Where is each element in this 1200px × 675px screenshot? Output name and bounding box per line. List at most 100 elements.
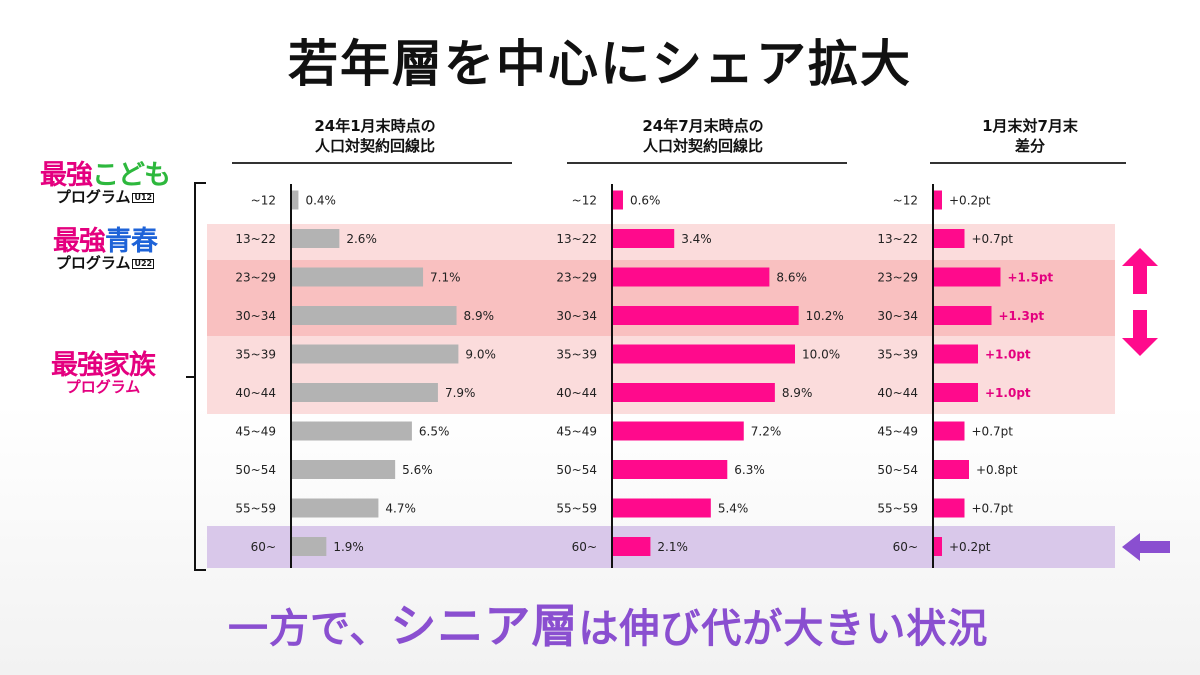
jan-value-label: 7.9% [445, 386, 476, 400]
jul-bar [612, 306, 799, 325]
jul-category-label: 23~29 [556, 271, 597, 285]
program-logo-kodomo: 最強こども プログラム U12 [30, 162, 180, 205]
footer-part2: は伸び代が大きい状況 [578, 606, 989, 652]
jul-value-label: 8.6% [776, 271, 807, 285]
diff-category-label: 45~49 [877, 425, 918, 439]
jan-bar [291, 190, 299, 210]
diff-bar [933, 537, 942, 556]
diff-category-label: ~12 [893, 194, 918, 208]
diff-value-label: +1.5pt [1008, 271, 1054, 285]
jan-bar [291, 537, 327, 556]
jul-value-label: 10.0% [802, 348, 840, 362]
footer-part1: 一方で、 [228, 606, 391, 652]
header-rule-jan [232, 162, 512, 164]
footer-emphasis: シニア層 [390, 599, 579, 653]
jul-category-label: 55~59 [556, 502, 597, 516]
up-arrow-icon [1122, 248, 1158, 294]
jul-bar [612, 383, 775, 402]
jan-category-label: 45~49 [235, 425, 276, 439]
column-header-diff-line2: 差分 [1014, 137, 1045, 155]
program-seishun-part2: 青春 [105, 226, 158, 257]
jul-value-label: 3.4% [681, 232, 712, 246]
diff-category-label: 40~44 [877, 386, 918, 400]
jan-value-label: 8.9% [464, 309, 495, 323]
jul-bar [612, 421, 744, 441]
page-title: 若年層を中心にシェア拡大 [288, 35, 912, 93]
program-kazoku-title: 最強家族 [51, 350, 156, 381]
program-seishun-tag: U22 [132, 258, 155, 269]
jul-category-label: 13~22 [556, 232, 597, 246]
diff-bar [933, 421, 965, 441]
jan-value-label: 2.6% [346, 232, 377, 246]
diff-category-label: 35~39 [877, 348, 918, 362]
jul-bar [612, 498, 711, 518]
diff-category-label: 60~ [893, 540, 918, 554]
diff-value-label: +1.0pt [985, 386, 1031, 400]
jul-value-label: 7.2% [751, 425, 782, 439]
jan-value-label: 4.7% [385, 502, 416, 516]
diff-bar [933, 190, 942, 210]
jan-value-label: 5.6% [402, 463, 433, 477]
column-header-diff-line1: 1月末対7月末 [982, 117, 1078, 135]
diff-category-label: 30~34 [877, 309, 918, 323]
jul-value-label: 0.6% [630, 194, 661, 208]
jul-category-label: 50~54 [556, 463, 597, 477]
column-header-jul-line1: 24年7月末時点の [642, 117, 764, 135]
column-header-jan-line2: 人口対契約回線比 [314, 137, 435, 155]
jul-bar [612, 344, 795, 364]
diff-value-label: +1.3pt [999, 309, 1045, 323]
jul-value-label: 10.2% [806, 309, 844, 323]
footer-message: 一方で、シニア層は伸び代が大きい状況 [228, 590, 1188, 656]
diff-bar [933, 306, 992, 325]
jan-category-label: 23~29 [235, 271, 276, 285]
diff-value-label: +0.7pt [972, 502, 1014, 516]
diff-value-label: +0.2pt [949, 194, 991, 208]
diff-value-label: +1.0pt [985, 348, 1031, 362]
program-kazoku-sub: プログラム [65, 378, 141, 396]
column-header-diff: 1月末対7月末 差分 [940, 116, 1120, 156]
diff-bar [933, 267, 1001, 287]
jul-bar [612, 460, 728, 479]
senior-highlight-band [207, 526, 1115, 568]
jan-category-label: 30~34 [235, 309, 276, 323]
diff-category-label: 50~54 [877, 463, 918, 477]
program-kodomo-tag: U12 [132, 192, 155, 203]
jan-bar [291, 229, 340, 248]
jul-value-label: 8.9% [782, 386, 813, 400]
jan-bar [291, 344, 459, 364]
program-seishun-part1: 最強 [53, 226, 106, 257]
jan-bar [291, 306, 457, 325]
jul-category-label: ~12 [572, 194, 597, 208]
jul-bar [612, 267, 770, 287]
program-logo-kazoku: 最強家族 プログラム [28, 352, 178, 395]
diff-value-label: +0.8pt [976, 463, 1018, 477]
column-header-jul-line2: 人口対契約回線比 [642, 137, 763, 155]
diff-bar [933, 460, 969, 479]
diff-value-label: +0.2pt [949, 540, 991, 554]
jan-value-label: 7.1% [430, 271, 461, 285]
header-rule-diff [930, 162, 1126, 164]
jan-category-label: 13~22 [235, 232, 276, 246]
jan-category-label: 50~54 [235, 463, 276, 477]
program-logo-seishun: 最強青春 プログラム U22 [30, 228, 180, 271]
program-kodomo-part1: 最強 [40, 160, 93, 191]
diff-value-label: +0.7pt [972, 232, 1014, 246]
jul-category-label: 60~ [572, 540, 597, 554]
jan-value-label: 6.5% [419, 425, 450, 439]
column-header-jan-line1: 24年1月末時点の [314, 117, 436, 135]
diff-bar [933, 344, 978, 364]
diff-bar [933, 383, 978, 402]
diff-category-label: 55~59 [877, 502, 918, 516]
diff-bar [933, 229, 965, 248]
jul-bar [612, 190, 623, 210]
jul-category-label: 45~49 [556, 425, 597, 439]
diff-category-label: 23~29 [877, 271, 918, 285]
jul-category-label: 40~44 [556, 386, 597, 400]
jan-bar [291, 498, 379, 518]
jul-category-label: 30~34 [556, 309, 597, 323]
column-header-jan: 24年1月末時点の 人口対契約回線比 [260, 116, 490, 156]
jul-bar [612, 537, 651, 556]
diff-category-label: 13~22 [877, 232, 918, 246]
program-kodomo-sub: プログラム [55, 188, 131, 206]
